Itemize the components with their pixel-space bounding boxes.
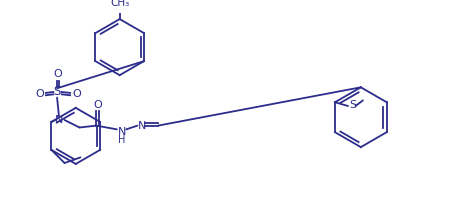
Text: N: N bbox=[138, 121, 146, 131]
Text: O: O bbox=[54, 69, 62, 79]
Text: S: S bbox=[53, 85, 61, 98]
Text: O: O bbox=[73, 89, 81, 99]
Text: S: S bbox=[349, 100, 356, 110]
Text: O: O bbox=[93, 100, 101, 110]
Text: N: N bbox=[55, 115, 63, 125]
Text: CH₃: CH₃ bbox=[110, 0, 129, 8]
Text: N: N bbox=[118, 127, 126, 137]
Text: O: O bbox=[35, 89, 44, 99]
Text: H: H bbox=[118, 135, 125, 145]
